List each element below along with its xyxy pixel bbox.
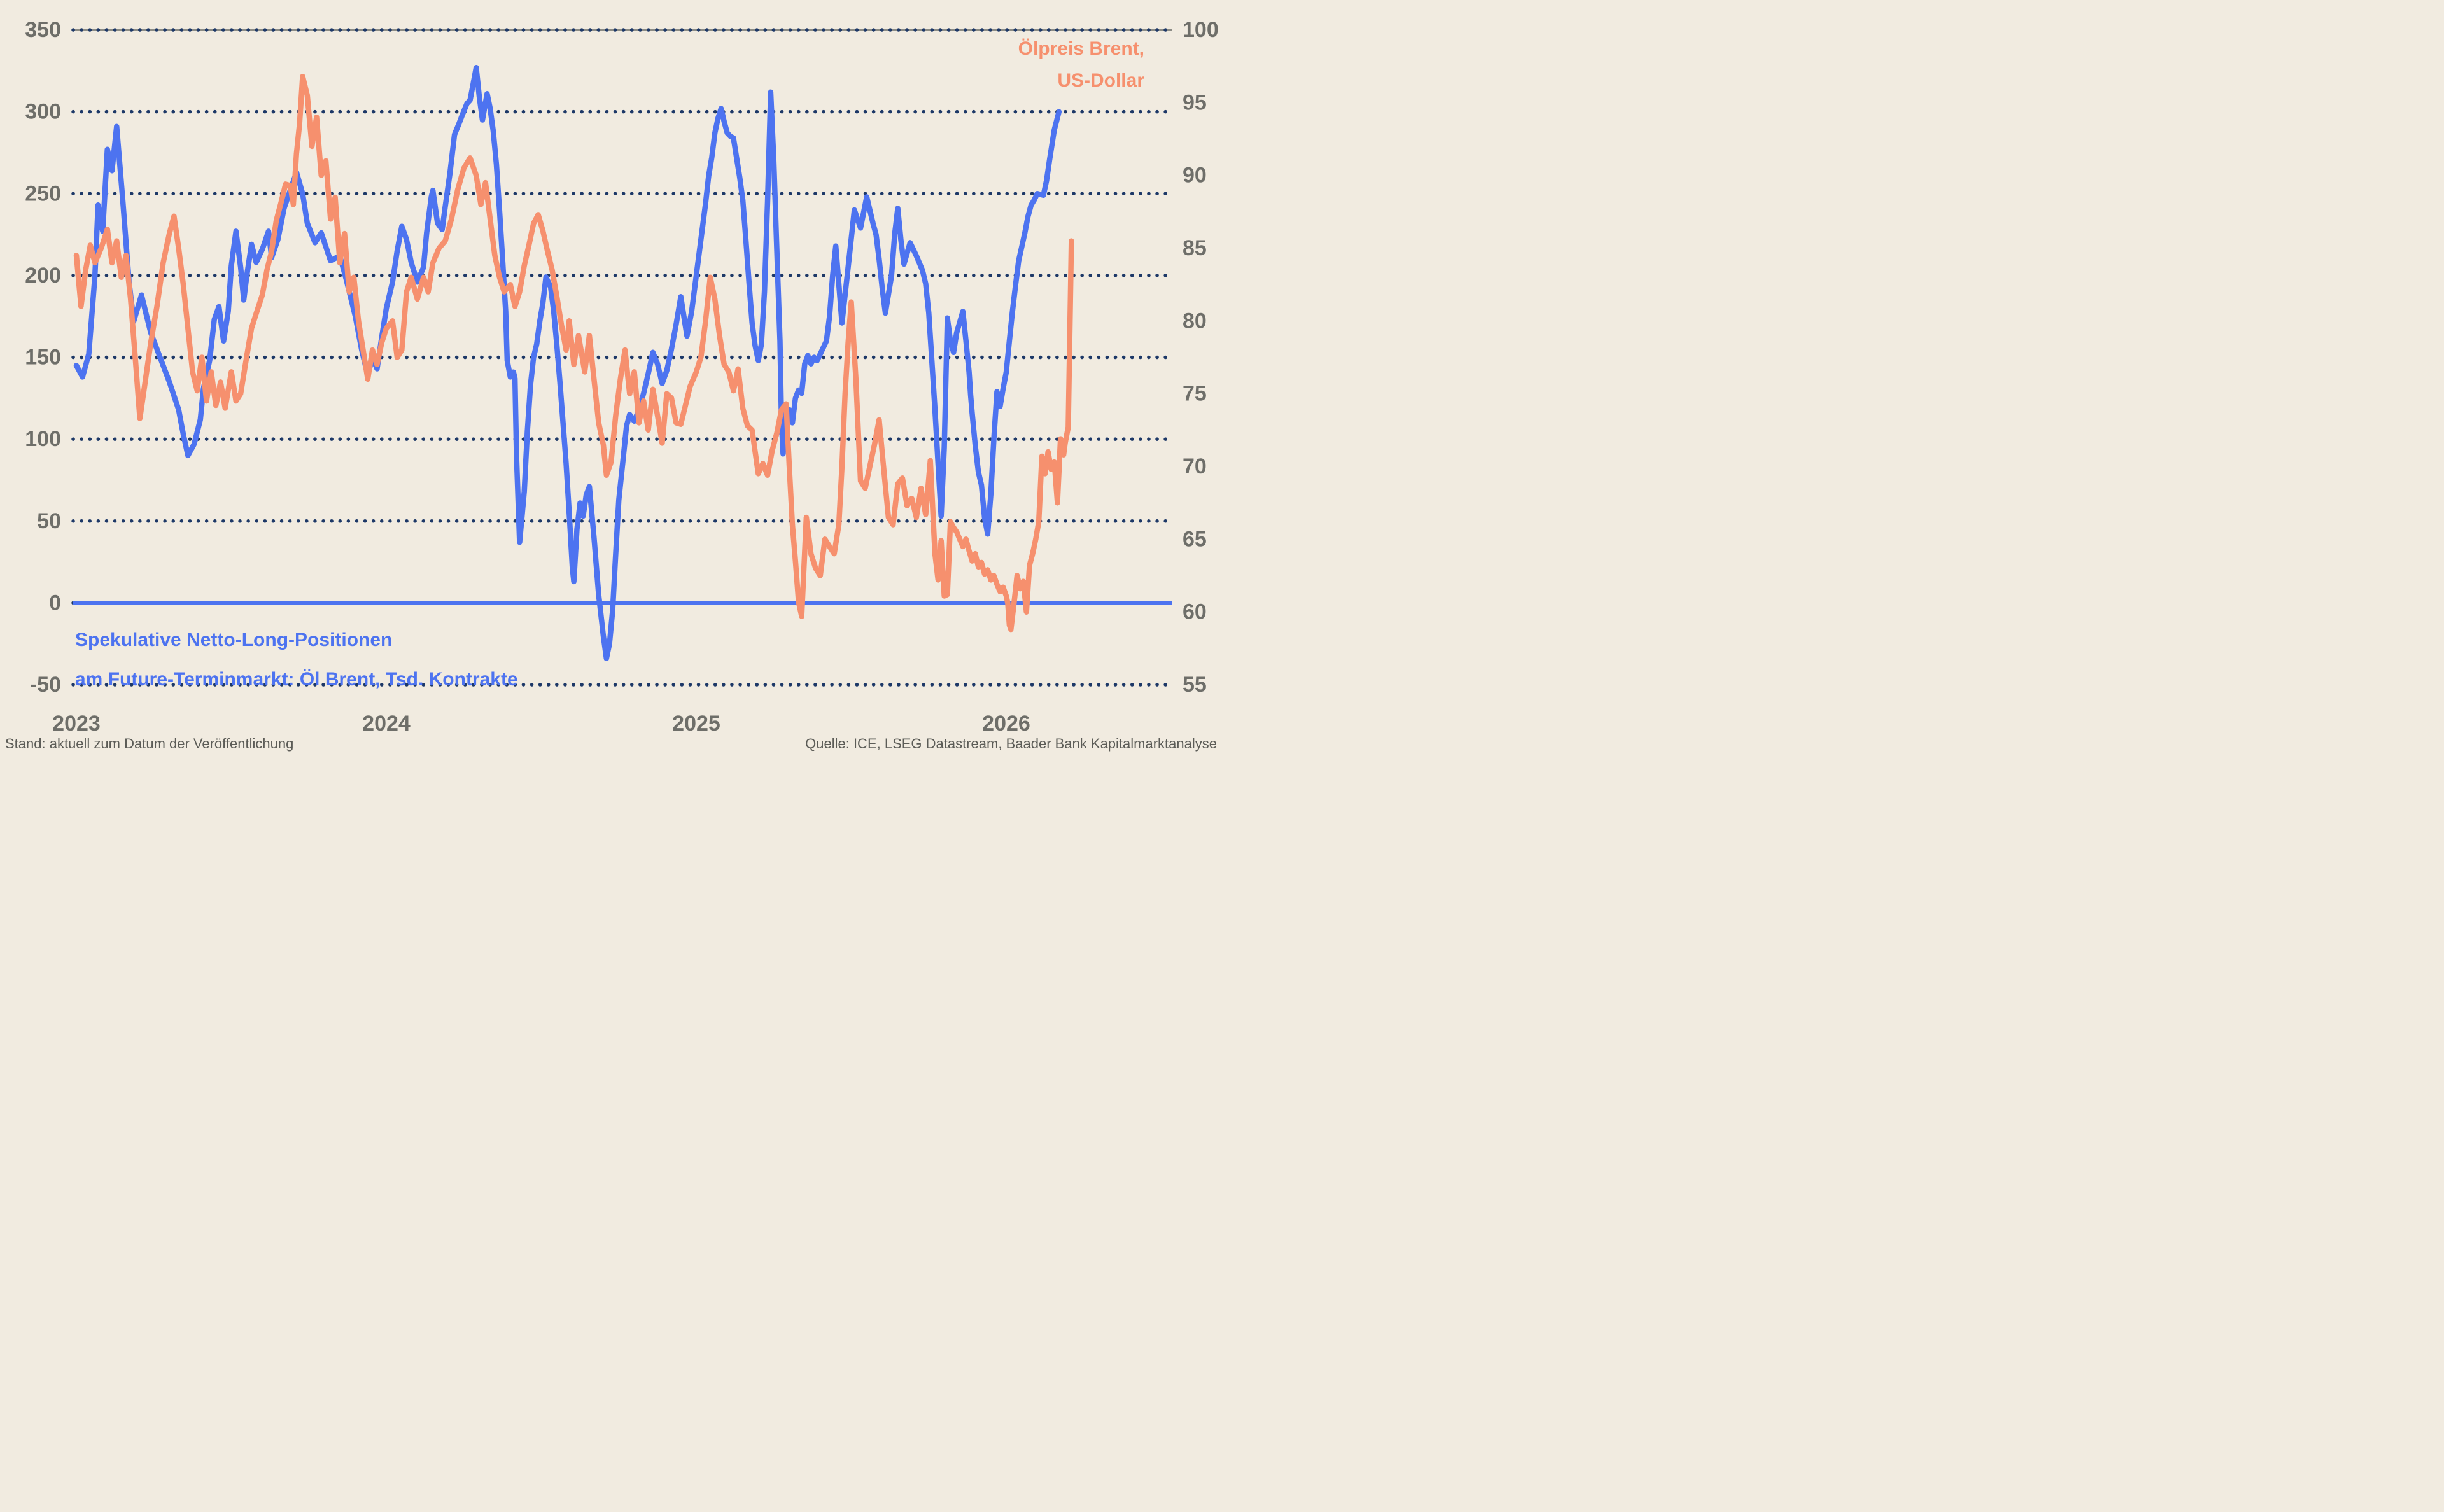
footer-status: Stand: aktuell zum Datum der Veröffentli… <box>5 736 294 752</box>
right-axis-tick-60: 60 <box>1183 600 1207 624</box>
right-axis-tick-95: 95 <box>1183 90 1207 115</box>
right-axis-tick-100: 100 <box>1183 18 1219 42</box>
oil-brent-netlong-chart: 350 300 250 200 150 100 50 0 -50 100 95 90 85 80 75 70 6… <box>25 18 1219 736</box>
left-axis-tick--50: -50 <box>30 673 61 697</box>
x-axis-tick-2026: 2026 <box>982 711 1030 736</box>
left-axis-tick-100: 100 <box>25 427 61 451</box>
net-long-series-line <box>73 64 1062 662</box>
left-axis-tick-200: 200 <box>25 263 61 288</box>
right-axis-tick-80: 80 <box>1183 309 1207 333</box>
footer-source: Quelle: ICE, LSEG Datastream, Baader Ban… <box>805 736 1217 752</box>
left-axis-tick-300: 300 <box>25 100 61 124</box>
legend-oil-price: Ölpreis Brent, US-Dollar <box>1018 33 1144 96</box>
right-axis-tick-70: 70 <box>1183 454 1207 479</box>
brent-price-series-line <box>73 73 1074 633</box>
left-axis-tick-150: 150 <box>25 346 61 370</box>
left-axis-tick-50: 50 <box>37 509 61 533</box>
legend-oil-price-line1: Ölpreis Brent, <box>1018 38 1144 59</box>
right-axis-tick-90: 90 <box>1183 164 1207 188</box>
left-axis-tick-250: 250 <box>25 181 61 206</box>
legend-oil-price-line2: US-Dollar <box>1057 69 1144 91</box>
legend-net-long-line1: Spekulative Netto-Long-Positionen <box>75 629 393 650</box>
legend-net-long: Spekulative Netto-Long-Positionen am Fut… <box>75 620 518 699</box>
left-axis-tick-350: 350 <box>25 18 61 42</box>
chart-root: 350 300 250 200 150 100 50 0 -50 100 95 90 85 80 75 70 6… <box>0 0 1222 756</box>
right-axis-tick-75: 75 <box>1183 382 1207 406</box>
right-axis-tick-55: 55 <box>1183 673 1207 697</box>
right-axis-tick-85: 85 <box>1183 236 1207 260</box>
x-axis-tick-2023: 2023 <box>52 711 101 736</box>
x-axis-tick-2025: 2025 <box>672 711 720 736</box>
right-axis-tick-65: 65 <box>1183 527 1207 551</box>
left-axis-tick-0: 0 <box>49 591 61 615</box>
legend-net-long-line2: am Future-Terminmarkt: Öl Brent, Tsd. Ko… <box>75 668 518 690</box>
x-axis-tick-2024: 2024 <box>362 711 411 736</box>
